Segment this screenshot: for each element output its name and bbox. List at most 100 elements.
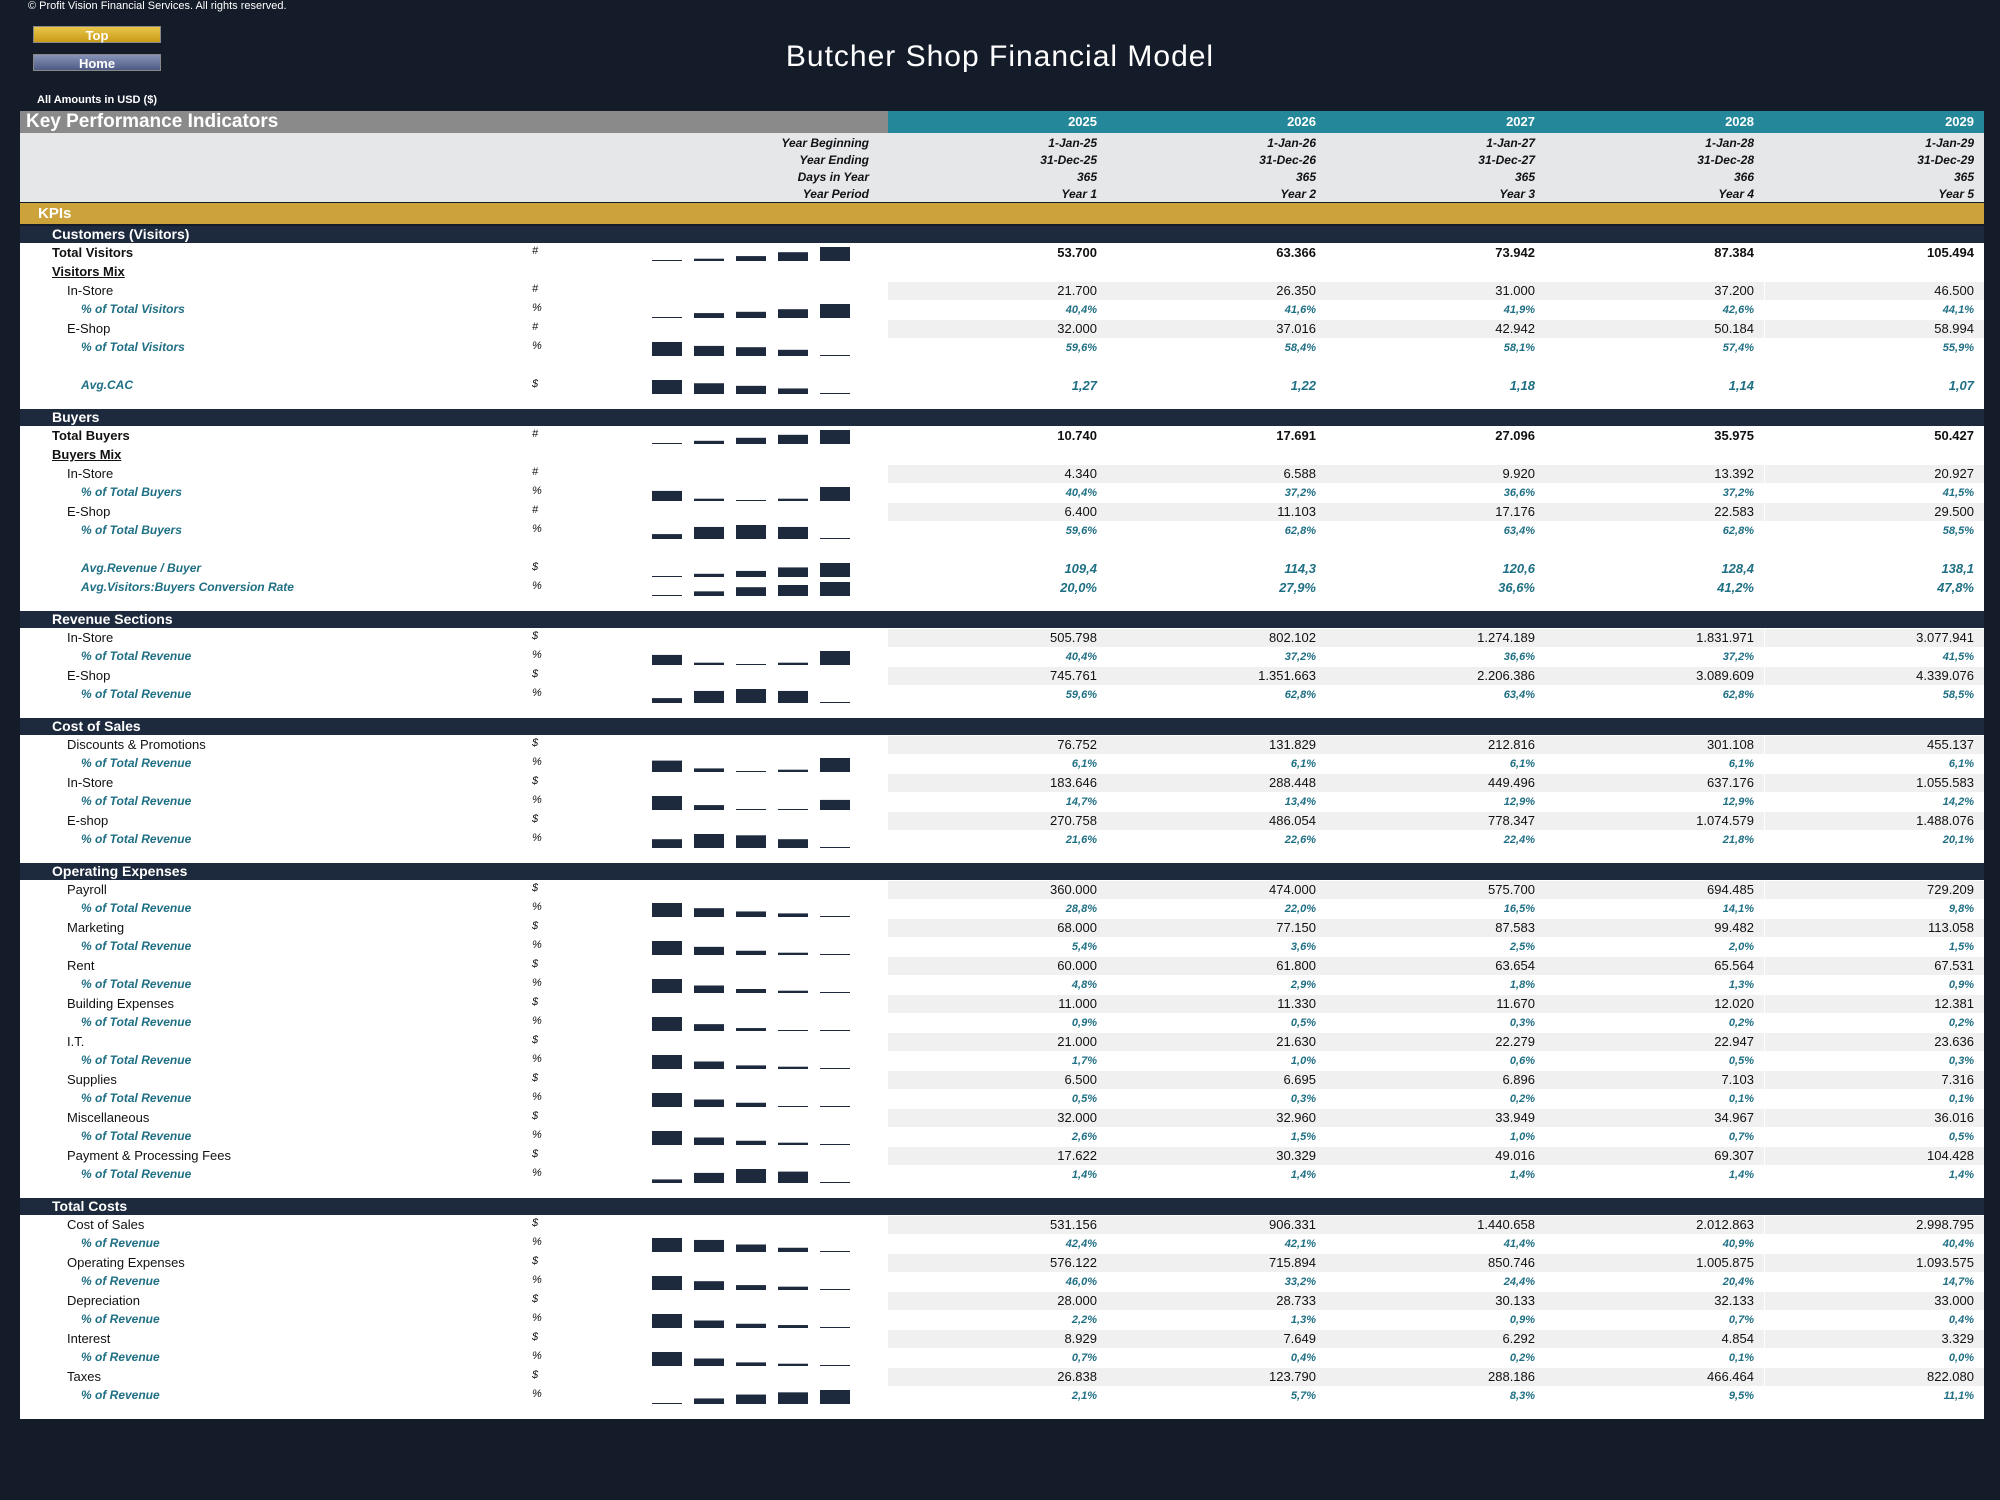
sparkline-bar	[736, 1285, 766, 1290]
sparkline-bar	[652, 595, 682, 596]
value-cell: 42,6%	[1722, 304, 1754, 316]
section-header: Cost of Sales	[20, 718, 1984, 735]
sparkline-bar	[778, 1392, 808, 1404]
table-row: Total Buyers #10.740 17.691 27.096 35.975 50.…	[20, 427, 1984, 446]
value-cell: 40,4%	[1065, 304, 1097, 316]
value-cell: 59,6%	[1065, 342, 1097, 354]
value-cell: 61.800	[1107, 957, 1326, 975]
sparkline-bar	[778, 1030, 808, 1031]
row-unit: $	[532, 996, 539, 1008]
sparkline-bar	[736, 1140, 766, 1145]
sparkline-bar	[820, 1327, 850, 1328]
value-cell: 1,0%	[1290, 1055, 1316, 1067]
sparkline-bar	[820, 1030, 850, 1031]
value-cell: 6,1%	[1728, 758, 1754, 770]
table-row: % of Revenue% 46,0% 33,2% 24,4% 20,4% 14,7%	[20, 1273, 1984, 1292]
value-cell: 1.055.583	[1765, 774, 1984, 792]
sparkline-bar	[778, 526, 808, 539]
table-row: Marketing $68.000 77.150 87.583 99.482 113.05…	[20, 919, 1984, 938]
row-label: % of Total Revenue	[81, 832, 192, 846]
sparkline-bar	[652, 1055, 682, 1069]
row-unit: $	[532, 1148, 539, 1160]
period-value: 1-Jan-27	[1486, 136, 1535, 150]
row-unit: #	[532, 504, 539, 516]
row-unit: %	[532, 1350, 542, 1362]
table-row: % of Total Visitors% 59,6% 58,4% 58,1% 57,4%…	[20, 339, 1984, 358]
table-row: I.T. $21.000 21.630 22.279 22.947 23.636	[20, 1033, 1984, 1052]
table-row: Miscellaneous $32.000 32.960 33.949 34.967 36…	[20, 1109, 1984, 1128]
value-cell: 20,1%	[1942, 834, 1974, 846]
sparkline-bar	[736, 570, 766, 577]
row-label: % of Total Revenue	[81, 1091, 192, 1105]
sparkline-bar	[694, 591, 724, 596]
period-value: 31-Dec-25	[1040, 153, 1097, 167]
value-cell: 729.209	[1765, 881, 1984, 899]
row-label: Discounts & Promotions	[67, 737, 206, 752]
period-value: 365	[1076, 170, 1097, 184]
sparkline-bar	[694, 908, 724, 917]
home-button[interactable]: Home	[33, 54, 161, 71]
value-cell: 183.646	[888, 774, 1107, 792]
row-unit: $	[532, 1217, 539, 1229]
table-row: Payment & Processing Fees $17.622 30.329 49…	[20, 1147, 1984, 1166]
value-cell: 58,5%	[1942, 525, 1974, 537]
period-value: 31-Dec-29	[1917, 153, 1974, 167]
sparkline-bar	[652, 698, 682, 703]
row-label: I.T.	[67, 1034, 85, 1049]
value-cell: 2.206.386	[1326, 667, 1545, 685]
value-cell: 1,4%	[1948, 1169, 1974, 1181]
row-label: % of Revenue	[81, 1312, 160, 1326]
value-cell: 0,0%	[1948, 1352, 1974, 1364]
value-cell: 17.176	[1326, 503, 1545, 521]
row-unit: $	[532, 737, 539, 749]
value-cell: 212.816	[1326, 736, 1545, 754]
value-cell: 4,8%	[1071, 979, 1097, 991]
value-cell: 1,8%	[1509, 979, 1535, 991]
value-cell: 1,3%	[1290, 1314, 1316, 1326]
value-cell: 131.829	[1107, 736, 1326, 754]
value-cell: 3.077.941	[1765, 629, 1984, 647]
period-value: 366	[1733, 170, 1754, 184]
value-cell: 288.186	[1326, 1368, 1545, 1386]
sparkline-bar	[652, 760, 682, 772]
value-cell: 42,1%	[1284, 1238, 1316, 1250]
row-label: Building Expenses	[67, 996, 174, 1011]
kpi-header-title: Key Performance Indicators	[20, 111, 888, 133]
row-label: % of Total Revenue	[81, 939, 192, 953]
value-cell: 1,5%	[1290, 1131, 1316, 1143]
period-value: 31-Dec-26	[1259, 153, 1316, 167]
sparkline-bar	[778, 1106, 808, 1107]
value-cell: 59,6%	[1065, 525, 1097, 537]
value-cell: 42.942	[1326, 320, 1545, 338]
table-row: Supplies $6.500 6.695 6.896 7.103 7.316	[20, 1071, 1984, 1090]
sparkline-bar	[736, 1394, 766, 1404]
value-cell: 62,8%	[1284, 689, 1316, 701]
sparkline-bar	[820, 538, 850, 539]
table-row: Avg.CAC $1,27 1,22 1,18 1,14 1,07	[20, 377, 1984, 396]
period-value: Year 4	[1718, 187, 1754, 201]
row-label: Visitors Mix	[52, 264, 125, 279]
row-unit: %	[532, 302, 542, 314]
sparkline-chart	[652, 582, 850, 596]
value-cell: 906.331	[1107, 1216, 1326, 1234]
row-label: % of Total Revenue	[81, 1129, 192, 1143]
value-cell: 41,9%	[1503, 304, 1535, 316]
row-unit: #	[532, 321, 539, 333]
value-cell: 1.093.575	[1765, 1254, 1984, 1272]
row-label: Taxes	[67, 1369, 101, 1384]
value-cell: 26.350	[1107, 282, 1326, 300]
value-cell: 288.448	[1107, 774, 1326, 792]
sparkline-bar	[778, 252, 808, 261]
top-button[interactable]: Top	[33, 26, 161, 43]
sparkline-bar	[736, 347, 766, 356]
sparkline-bar	[652, 796, 682, 810]
period-value: Year 2	[1280, 187, 1316, 201]
value-cell: 1.074.579	[1545, 812, 1764, 830]
table-row: % of Total Buyers% 59,6% 62,8% 63,4% 62,8% 58…	[20, 522, 1984, 541]
table-row: % of Total Revenue% 1,7% 1,0% 0,6% 0,5% 0,3%	[20, 1052, 1984, 1071]
value-cell: 37,2%	[1722, 651, 1754, 663]
sparkline-bar	[820, 992, 850, 993]
value-cell: 23.636	[1765, 1033, 1984, 1051]
sparkline-bar	[652, 1352, 682, 1366]
value-cell: 57,4%	[1722, 342, 1754, 354]
